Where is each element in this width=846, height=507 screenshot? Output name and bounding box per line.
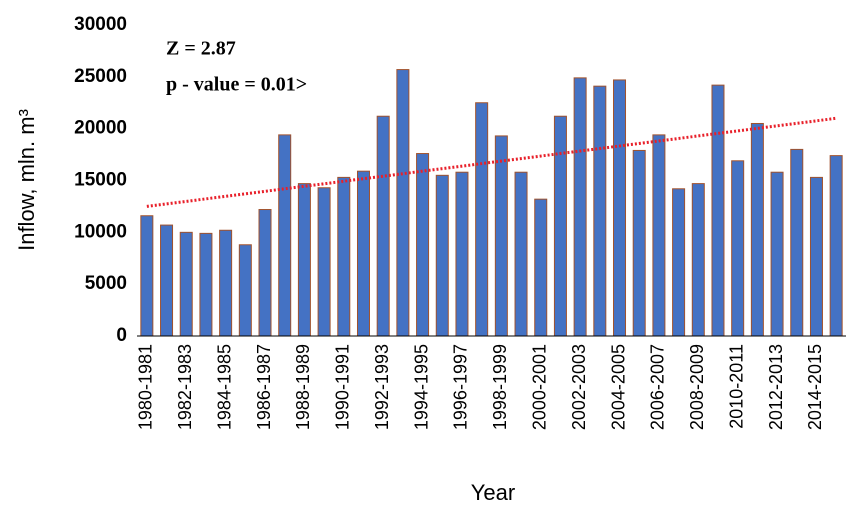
bar xyxy=(396,69,410,337)
bar xyxy=(455,171,469,337)
bar xyxy=(297,183,311,337)
x-tick-label: 2008-2009 xyxy=(687,344,707,430)
bar xyxy=(652,134,666,337)
bar xyxy=(140,215,154,337)
x-tick-label: 1984-1985 xyxy=(214,344,234,430)
x-tick-label: 1992-1993 xyxy=(372,344,392,430)
x-tick-label: 1990-1991 xyxy=(333,344,353,430)
y-tick-label: 10000 xyxy=(74,221,127,242)
x-tick-label: 2000-2001 xyxy=(529,344,549,430)
bar xyxy=(219,229,233,337)
y-tick-label: 25000 xyxy=(74,66,127,87)
bar xyxy=(573,77,587,337)
y-axis-label: Inflow, mln. m³ xyxy=(14,109,39,251)
bar xyxy=(553,115,567,337)
y-tick-label: 20000 xyxy=(74,118,127,139)
bar xyxy=(317,187,331,337)
bar xyxy=(435,174,449,337)
x-tick-label: 1998-1999 xyxy=(490,344,510,430)
bar xyxy=(593,85,607,337)
x-tick-label: 2006-2007 xyxy=(648,344,668,430)
bar xyxy=(613,79,627,337)
annotation: Z = 2.87 xyxy=(166,38,236,60)
bar xyxy=(711,84,725,337)
y-tick-label: 30000 xyxy=(74,14,127,35)
bar xyxy=(731,160,745,337)
x-tick-label: 2014-2015 xyxy=(805,344,825,430)
x-tick-label: 2012-2013 xyxy=(766,344,786,430)
bar xyxy=(770,171,784,337)
x-tick-label: 1982-1983 xyxy=(175,344,195,430)
x-tick-label: 1988-1989 xyxy=(293,344,313,430)
bar xyxy=(514,171,528,337)
bar xyxy=(790,148,804,337)
bar xyxy=(416,153,430,337)
x-tick-label: 1980-1981 xyxy=(136,344,156,430)
bar xyxy=(356,170,370,337)
bar xyxy=(258,209,272,337)
bar xyxy=(179,231,193,337)
bar xyxy=(632,149,646,337)
bar xyxy=(829,155,843,337)
y-tick-label: 15000 xyxy=(74,170,127,191)
x-tick-label: 1996-1997 xyxy=(451,344,471,430)
x-tick-label: 2010-2011 xyxy=(726,344,746,429)
bar xyxy=(475,102,489,337)
x-tick-label: 2004-2005 xyxy=(608,344,628,430)
annotation: p - value = 0.01> xyxy=(166,74,307,96)
bar xyxy=(494,135,508,337)
bar xyxy=(534,198,548,337)
bar xyxy=(691,183,705,337)
bar xyxy=(160,224,174,337)
bar xyxy=(337,176,351,337)
x-tick-label: 1986-1987 xyxy=(254,344,274,430)
bar xyxy=(376,115,390,337)
y-tick-label: 5000 xyxy=(85,273,127,294)
y-tick-label: 0 xyxy=(116,325,127,346)
x-tick-label: 1994-1995 xyxy=(411,344,431,430)
bar xyxy=(809,176,823,337)
bar xyxy=(199,232,213,337)
bar xyxy=(672,188,686,337)
bar xyxy=(238,244,252,337)
bar xyxy=(750,122,764,337)
x-tick-label: 2002-2003 xyxy=(569,344,589,430)
bar xyxy=(278,134,292,337)
x-axis-label: Year xyxy=(471,480,515,505)
